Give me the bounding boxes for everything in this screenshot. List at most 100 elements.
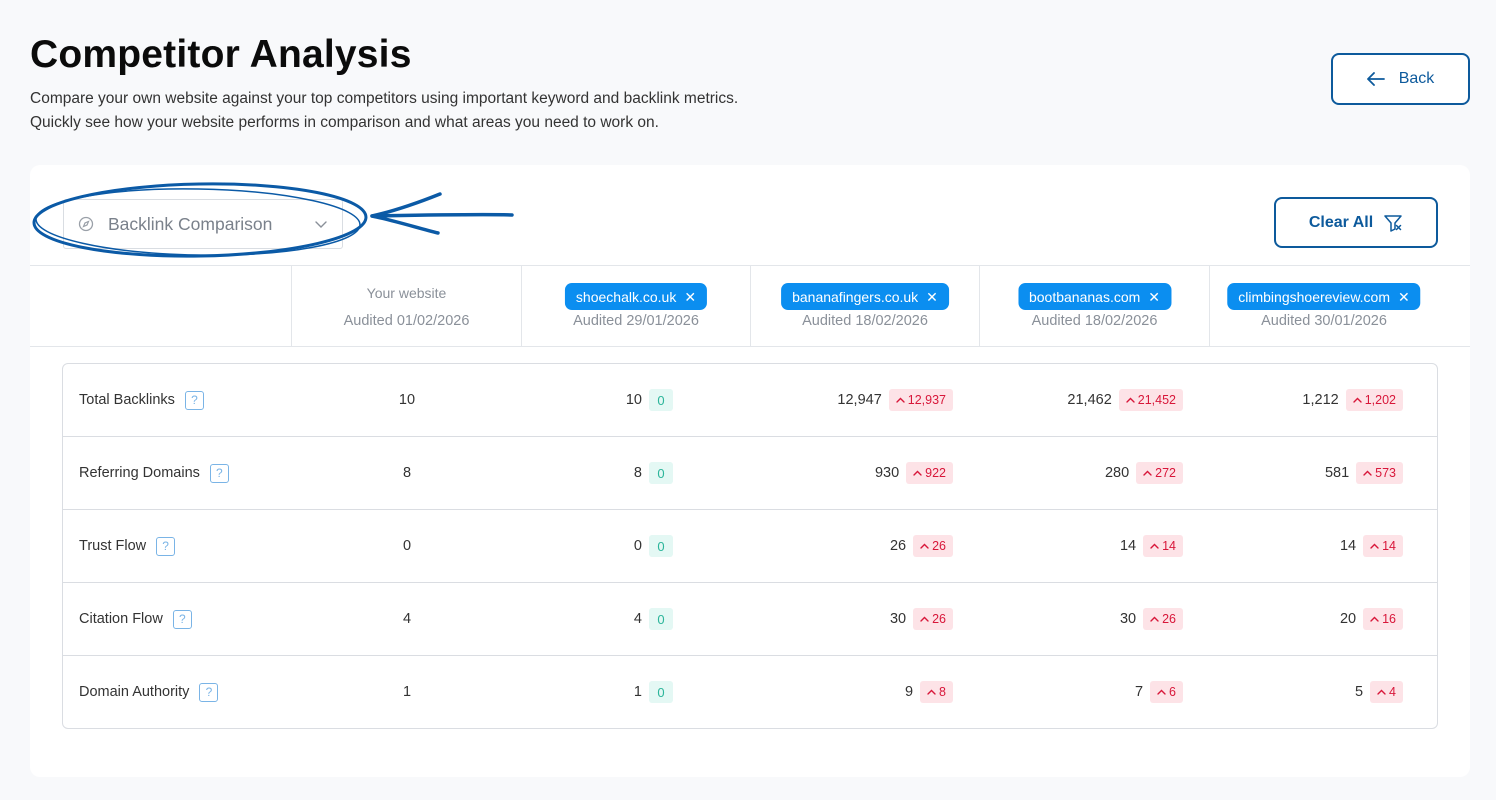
table-row: Total Backlinks? 10 10 0 12,947 12,937 21,462 2… bbox=[63, 364, 1437, 437]
difference-value: 14 bbox=[1382, 539, 1396, 553]
chevron-down-icon bbox=[315, 221, 327, 228]
chevron-up-icon bbox=[1150, 543, 1159, 549]
chevron-up-icon bbox=[920, 616, 929, 622]
chevron-up-icon bbox=[1370, 616, 1379, 622]
chevron-up-icon bbox=[1363, 470, 1372, 476]
chevron-up-icon bbox=[896, 397, 905, 403]
table-row: Referring Domains? 8 8 0 930 922 280 272 581 573 bbox=[63, 437, 1437, 510]
difference-badge: 0 bbox=[649, 681, 673, 703]
competitor-value: 14 bbox=[1119, 538, 1137, 554]
close-icon[interactable]: ✕ bbox=[1398, 288, 1410, 305]
comparison-type-dropdown[interactable]: Backlink Comparison bbox=[63, 199, 343, 249]
competitor-value: 20 bbox=[1339, 611, 1357, 627]
difference-value: 922 bbox=[925, 466, 946, 480]
competitor-audited-date: Audited 18/02/2026 bbox=[802, 313, 928, 329]
competitor-value-cell: 581 573 bbox=[1325, 437, 1403, 509]
own-value: 4 bbox=[402, 611, 412, 627]
difference-value: 21,452 bbox=[1137, 393, 1176, 407]
metric-label: Domain Authority bbox=[79, 684, 190, 700]
close-icon[interactable]: ✕ bbox=[926, 288, 938, 305]
competitor-value-cell: 280 272 bbox=[1105, 437, 1183, 509]
question-icon[interactable]: ? bbox=[172, 609, 192, 629]
competitor-value-cell: 12,947 12,937 bbox=[837, 364, 953, 436]
clear-all-button[interactable]: Clear All bbox=[1274, 197, 1438, 248]
subtitle-line-1: Compare your own website against your to… bbox=[30, 90, 739, 107]
own-value: 10 bbox=[398, 392, 416, 408]
column-own-website: Your website Audited 01/02/2026 bbox=[291, 266, 521, 346]
competitor-value: 30 bbox=[889, 611, 907, 627]
difference-badge: 14 bbox=[1143, 535, 1183, 557]
table-row: Citation Flow? 4 4 0 30 26 30 26 20 16 bbox=[63, 583, 1437, 656]
chevron-up-icon bbox=[1370, 543, 1379, 549]
difference-badge: 14 bbox=[1363, 535, 1403, 557]
competitor-domain: climbingshoereview.com bbox=[1238, 288, 1390, 305]
close-icon[interactable]: ✕ bbox=[1148, 288, 1161, 305]
competitor-value-cell: 10 0 bbox=[626, 364, 673, 436]
column-competitor: bananafingers.co.uk ✕ Audited 18/02/2026 bbox=[750, 266, 979, 346]
competitor-audited-date: Audited 29/01/2026 bbox=[573, 313, 699, 329]
competitor-value: 8 bbox=[633, 465, 642, 481]
competitor-value: 9 bbox=[904, 684, 914, 700]
difference-value: 26 bbox=[1162, 612, 1176, 626]
difference-badge: 0 bbox=[649, 535, 673, 557]
question-icon[interactable]: ? bbox=[199, 682, 219, 702]
difference-value: 8 bbox=[939, 685, 946, 699]
competitor-value: 581 bbox=[1324, 465, 1350, 481]
clear-all-label: Clear All bbox=[1308, 213, 1374, 231]
competitor-value: 14 bbox=[1339, 538, 1357, 554]
competitor-value: 280 bbox=[1104, 465, 1130, 481]
back-label: Back bbox=[1398, 70, 1435, 87]
back-button[interactable]: Back bbox=[1331, 53, 1470, 105]
difference-badge: 4 bbox=[1370, 681, 1403, 703]
metric-name: Trust Flow? bbox=[79, 510, 176, 582]
comparison-card: Backlink Comparison Clear All Your websi… bbox=[30, 165, 1470, 777]
difference-badge: 573 bbox=[1356, 462, 1403, 484]
competitor-value: 30 bbox=[1119, 611, 1137, 627]
difference-value: 4 bbox=[1389, 685, 1396, 699]
chevron-up-icon bbox=[913, 470, 922, 476]
chevron-up-icon bbox=[920, 543, 929, 549]
competitor-value: 930 bbox=[874, 465, 900, 481]
table-row: Domain Authority? 1 1 0 9 8 7 6 5 4 bbox=[63, 656, 1437, 728]
compass-icon bbox=[78, 216, 94, 232]
competitor-value: 1,212 bbox=[1302, 392, 1339, 408]
competitor-chip[interactable]: bootbananas.com ✕ bbox=[1017, 283, 1172, 310]
chevron-up-icon bbox=[927, 689, 936, 695]
difference-badge: 0 bbox=[649, 462, 673, 484]
difference-badge: 12,937 bbox=[888, 389, 953, 411]
metric-name: Referring Domains? bbox=[79, 437, 229, 509]
difference-badge: 1,202 bbox=[1345, 389, 1403, 411]
competitor-chip[interactable]: shoechalk.co.uk ✕ bbox=[564, 283, 708, 310]
close-icon[interactable]: ✕ bbox=[684, 288, 697, 305]
arrow-left-icon bbox=[1366, 72, 1385, 86]
competitor-value: 12,947 bbox=[837, 392, 882, 408]
competitor-value: 1 bbox=[633, 684, 642, 700]
question-icon[interactable]: ? bbox=[156, 536, 176, 556]
metric-name: Citation Flow? bbox=[79, 583, 192, 655]
metric-label: Trust Flow bbox=[79, 538, 147, 554]
own-value: 1 bbox=[402, 684, 412, 700]
difference-badge: 272 bbox=[1136, 462, 1183, 484]
difference-badge: 922 bbox=[906, 462, 953, 484]
metric-name: Total Backlinks? bbox=[79, 364, 204, 436]
difference-badge: 21,452 bbox=[1118, 389, 1183, 411]
metric-label: Referring Domains bbox=[79, 465, 200, 481]
competitor-value: 7 bbox=[1134, 684, 1144, 700]
filter-clear-icon bbox=[1384, 214, 1402, 232]
competitor-value: 5 bbox=[1354, 684, 1364, 700]
difference-badge: 6 bbox=[1150, 681, 1183, 703]
chevron-up-icon bbox=[1157, 689, 1166, 695]
difference-badge: 0 bbox=[649, 389, 673, 411]
competitor-chip[interactable]: climbingshoereview.com ✕ bbox=[1227, 283, 1421, 310]
chevron-up-icon bbox=[1143, 470, 1152, 476]
competitor-value: 26 bbox=[889, 538, 907, 554]
metrics-table: Total Backlinks? 10 10 0 12,947 12,937 21,462 2… bbox=[62, 363, 1438, 729]
competitor-chip[interactable]: bananafingers.co.uk ✕ bbox=[781, 283, 949, 310]
question-icon[interactable]: ? bbox=[209, 463, 229, 483]
question-icon[interactable]: ? bbox=[184, 390, 204, 410]
difference-badge: 26 bbox=[913, 608, 953, 630]
difference-value: 26 bbox=[932, 539, 946, 553]
